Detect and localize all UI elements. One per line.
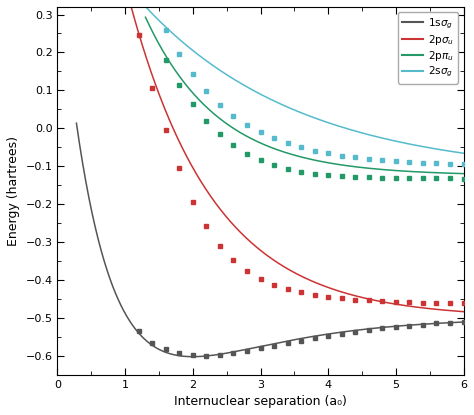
Y-axis label: Energy (hartrees): Energy (hartrees)	[7, 136, 20, 246]
X-axis label: Internuclear separation (a₀): Internuclear separation (a₀)	[174, 395, 347, 408]
Legend: 1s$\sigma_g$, 2p$\sigma_u$, 2p$\pi_u$, 2s$\sigma_g$: 1s$\sigma_g$, 2p$\sigma_u$, 2p$\pi_u$, 2…	[398, 12, 458, 83]
